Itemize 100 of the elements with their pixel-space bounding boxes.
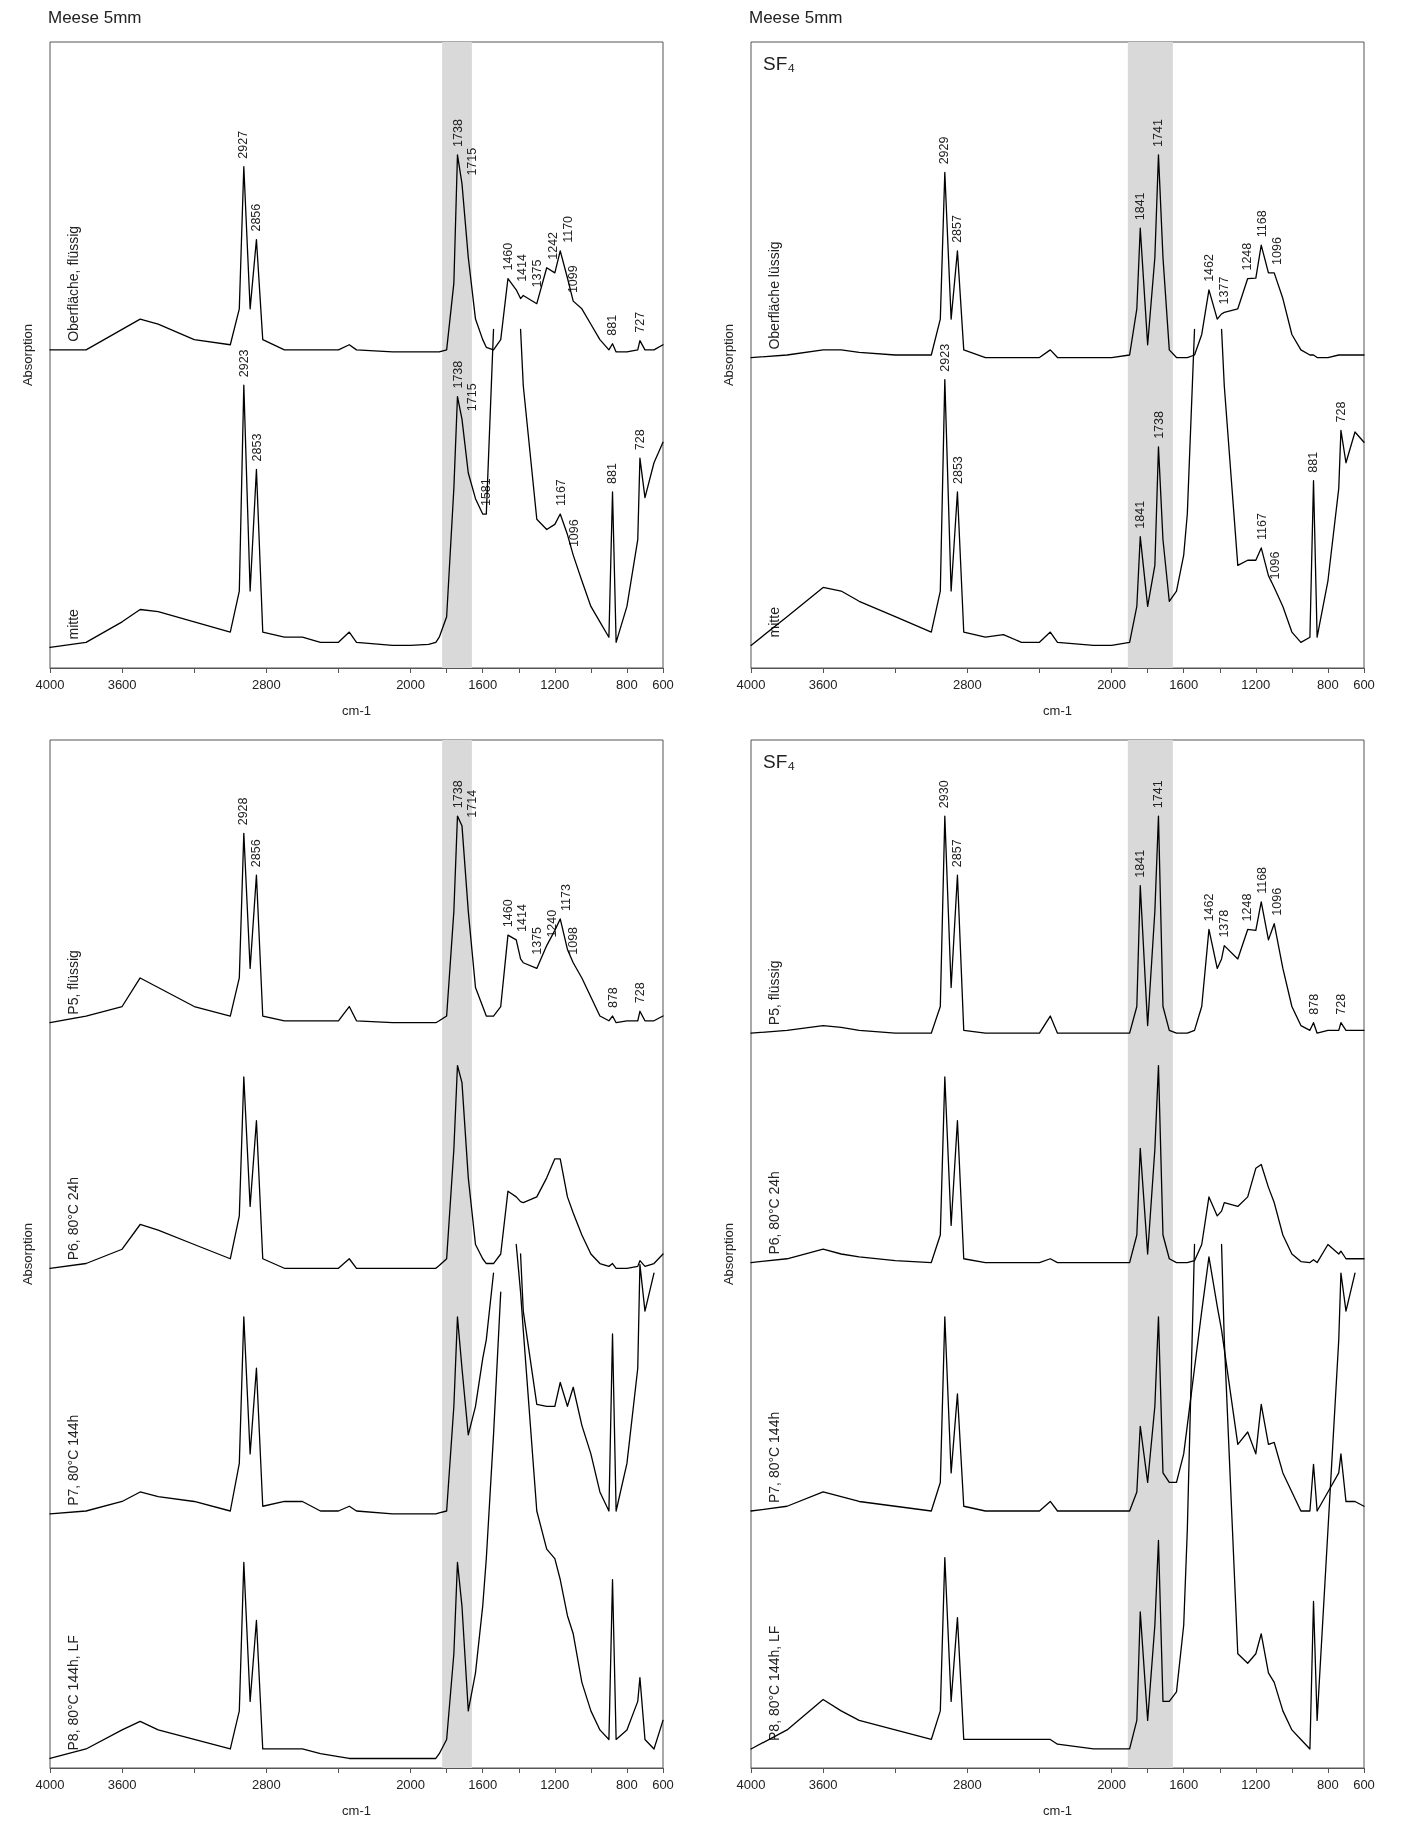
text: mitte: [766, 606, 782, 638]
text: P8, 80°C 144h, LF: [65, 1635, 81, 1751]
annotation: 2856: [249, 203, 264, 232]
annotation: 1168: [1254, 210, 1269, 238]
annotation: 1168: [1254, 866, 1269, 894]
x-tick-label: 3600: [107, 677, 137, 692]
y-axis-title: Absorption: [20, 323, 35, 387]
text: P7, 80°C 144h: [65, 1414, 81, 1506]
x-tick-label: 2000: [1097, 677, 1127, 692]
annotation: 1377: [1216, 276, 1231, 305]
x-tick-label: 800: [616, 677, 638, 692]
annotation: 2857: [950, 214, 965, 243]
annotation: 2930: [936, 780, 951, 809]
annotation: 2856: [249, 839, 264, 868]
x-tick-label: 3600: [107, 1777, 137, 1792]
annotation: 1714: [465, 789, 480, 818]
x-tick-label: 4000: [736, 1777, 766, 1792]
x-tick-label: 3600: [808, 677, 838, 692]
annotation: 1375: [530, 926, 545, 955]
annotation: 2853: [950, 456, 965, 484]
annotation: 1715: [464, 147, 479, 176]
annotation: 1462: [1201, 253, 1216, 282]
y-axis-title: Absorption: [721, 323, 736, 387]
annotation: 1581: [479, 478, 494, 507]
annotation: 728: [632, 982, 647, 1004]
annotation: 1841: [1133, 192, 1148, 221]
annotation: 1248: [1240, 893, 1255, 922]
annotation: 728: [632, 429, 647, 451]
annotation: 2923: [938, 343, 953, 372]
annotation: 1460: [500, 242, 515, 271]
annotation: 1170: [561, 215, 576, 243]
text: SF₄: [763, 751, 796, 772]
x-tick-label: 1200: [540, 1777, 570, 1792]
text: P7, 80°C 144h: [766, 1411, 782, 1503]
y-axis-title: Absorption: [20, 1222, 35, 1286]
annotation: 1460: [500, 899, 515, 928]
annotation: 727: [633, 311, 648, 333]
annotation: 2923: [237, 349, 252, 378]
annotation: 1741: [1151, 780, 1166, 809]
annotation: 1167: [1254, 513, 1269, 540]
annotation: 1462: [1201, 893, 1216, 922]
x-axis-title: cm-1: [1043, 703, 1072, 718]
text: P5, flüssig: [766, 960, 782, 1026]
text: Oberfläche lüssig: [766, 241, 782, 350]
annotation: 1414: [515, 253, 530, 282]
x-tick-label: 800: [1317, 677, 1339, 692]
x-tick-label: 1600: [1169, 1777, 1199, 1792]
annotation: 1715: [464, 383, 479, 412]
annotation: 881: [605, 314, 620, 336]
x-tick-label: 600: [1353, 677, 1375, 692]
x-tick-label: 1600: [468, 1777, 498, 1792]
x-tick-label: 4000: [736, 677, 766, 692]
text: P6, 80°C 24h: [766, 1171, 782, 1255]
x-tick-label: 800: [1317, 1777, 1339, 1792]
annotation: 1738: [450, 119, 465, 147]
x-tick-label: 600: [652, 677, 674, 692]
chart-title: Meese 5mm: [48, 8, 142, 27]
annotation: 1248: [1240, 242, 1255, 271]
annotation: 1096: [566, 519, 581, 548]
annotation: 878: [605, 987, 620, 1009]
x-axis-title: cm-1: [1043, 1803, 1072, 1818]
y-axis-title: Absorption: [721, 1222, 736, 1286]
x-tick-label: 3600: [808, 1777, 838, 1792]
x-tick-label: 1200: [540, 677, 570, 692]
x-tick-label: 2000: [396, 1777, 426, 1792]
annotation: 1167: [553, 479, 568, 507]
x-tick-label: 2800: [251, 1777, 281, 1792]
chart-title: Meese 5mm: [749, 8, 843, 27]
annotation: 2928: [236, 797, 251, 826]
x-axis-title: cm-1: [342, 1803, 371, 1818]
annotation: 1738: [1151, 410, 1166, 439]
x-tick-label: 2800: [251, 677, 281, 692]
x-axis-title: cm-1: [342, 703, 371, 718]
annotation: 881: [605, 463, 620, 484]
text: P6, 80°C 24h: [65, 1176, 81, 1261]
annotation: 2929: [937, 136, 952, 165]
annotation: 881: [1306, 451, 1321, 473]
annotation: 1242: [546, 231, 561, 260]
annotation: 1096: [1269, 237, 1284, 265]
x-tick-label: 600: [1353, 1777, 1375, 1792]
annotation: 1375: [530, 259, 545, 288]
annotation: 1173: [558, 884, 573, 911]
x-tick-label: 800: [616, 1777, 638, 1792]
annotation: 1096: [1267, 551, 1282, 580]
annotation: 728: [1333, 993, 1348, 1015]
text: Oberfläche, flüssig: [65, 225, 81, 342]
x-tick-label: 4000: [35, 677, 65, 692]
x-tick-label: 1200: [1241, 1777, 1271, 1792]
annotation: 2927: [236, 130, 251, 159]
annotation: 1414: [515, 904, 530, 932]
x-tick-label: 1600: [1169, 677, 1199, 692]
annotation: 2857: [950, 839, 965, 868]
annotation: 1099: [566, 265, 581, 294]
annotation: 1378: [1216, 909, 1231, 938]
x-tick-label: 2000: [1097, 1777, 1127, 1792]
x-tick-label: 1600: [468, 677, 498, 692]
annotation: 878: [1306, 993, 1321, 1015]
annotation: 2853: [249, 433, 264, 462]
x-tick-label: 1200: [1241, 677, 1271, 692]
annotation: 1741: [1151, 119, 1166, 147]
